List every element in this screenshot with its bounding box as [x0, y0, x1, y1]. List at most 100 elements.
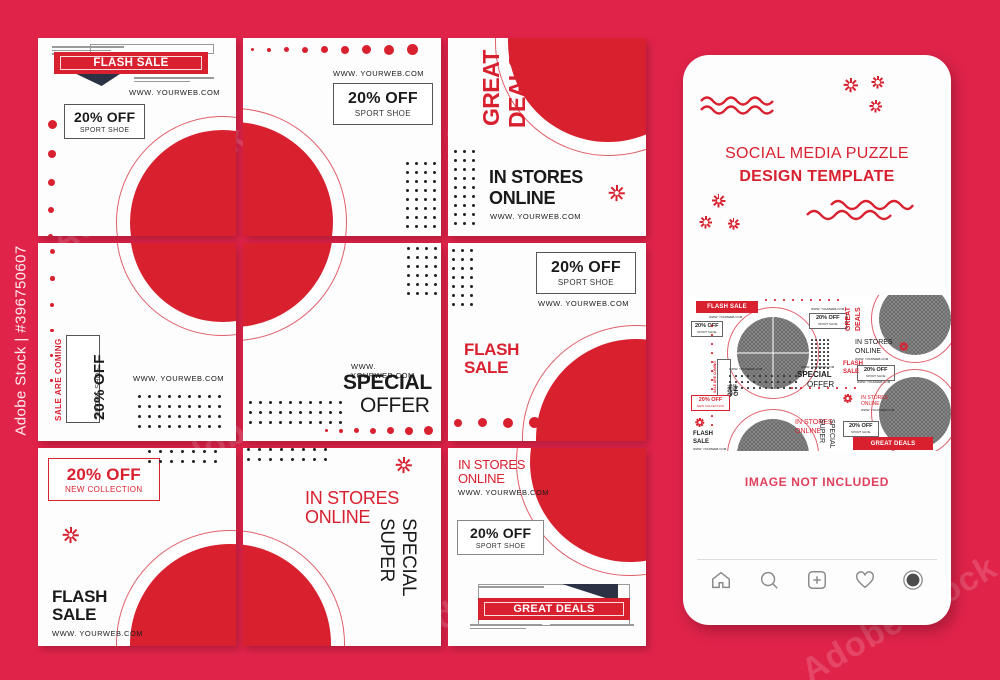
post-tile-in-stores[interactable]: IN STORES ONLINE SPECIAL SUPER	[243, 448, 441, 646]
flash-sale-line2: SALE	[843, 369, 860, 375]
offer-caption: SPORT SHOE	[354, 109, 412, 118]
puzzle-collage-preview[interactable]: FLASH SALE WWW. YOURWEB.COM 20% OFF SPOR…	[683, 295, 951, 451]
post-tile-offer[interactable]: WWW. YOURWEB.COM 20% OFF SPORT SHOE	[243, 38, 441, 236]
flash-sale-ribbon: FLASH SALE	[46, 44, 216, 86]
vertical-title-line2: SUPER	[818, 419, 825, 444]
offer-amount: 20% OFF	[470, 525, 532, 541]
offer-amount: 20% OFF	[695, 323, 719, 329]
red-ring	[516, 448, 646, 576]
dot-grid	[406, 162, 441, 234]
headline-line2: ONLINE	[795, 428, 822, 435]
vertical-title-line1: SPECIAL	[828, 419, 835, 449]
website-text: WWW. YOURWEB.COM	[490, 212, 582, 221]
phone-mockup: SOCIAL MEDIA PUZZLE DESIGN TEMPLATE FLAS…	[683, 55, 951, 625]
offer-box: 20% OFF NEW COLLECTION	[691, 395, 731, 411]
website-text: WWW. YOURWEB.COM	[811, 307, 845, 311]
search-icon[interactable]	[758, 569, 780, 591]
spark-icon	[871, 75, 885, 89]
website-text: WWW. YOURWEB.COM	[801, 365, 835, 369]
flash-sale-ribbon: FLASH SALE	[696, 301, 758, 313]
add-post-icon[interactable]	[806, 569, 828, 591]
offer-amount: 20% OFF	[849, 423, 873, 429]
offer-box: 20% OFF SPORT SHOE	[66, 335, 108, 423]
dot-grid	[407, 247, 441, 301]
headline-line1: SPECIAL	[343, 371, 432, 394]
offer-caption: SPORT SHOE	[95, 367, 102, 417]
offer-caption: SPORT SHOE	[850, 429, 871, 434]
website-text: WWW. YOURWEB.COM	[52, 629, 144, 638]
flash-sale-line1: FLASH	[843, 361, 863, 367]
offer-box: 20% OFF SPORT SHOE	[857, 365, 895, 381]
offer-box: 20% OFF NEW COLLECTION	[48, 458, 160, 501]
dot-row	[765, 299, 846, 303]
title-line2: DESIGN TEMPLATE	[739, 168, 895, 185]
spark-icon	[62, 526, 80, 544]
website-text: WWW. YOURWEB.COM	[693, 447, 727, 451]
offer-caption: SPORT SHOE	[817, 321, 838, 326]
website-text: WWW. YOURWEB.COM	[855, 357, 889, 361]
dot-row	[454, 417, 540, 428]
dot-grid	[729, 375, 801, 393]
headline-line2: ONLINE	[458, 471, 505, 486]
headline-line1: IN STORES	[855, 339, 893, 346]
watermark-left: Adobe Stock | #396750607	[8, 0, 34, 680]
vertical-title-line1: GREAT	[478, 50, 504, 126]
title-line1: SOCIAL MEDIA PUZZLE	[725, 145, 909, 162]
offer-box: 20% OFF SPORT SHOE	[691, 321, 723, 337]
offer-caption: SPORT SHOE	[475, 543, 526, 550]
website-text: WWW. YOURWEB.COM	[861, 408, 895, 412]
red-ring	[243, 530, 345, 646]
spark-icon	[869, 99, 883, 113]
ribbon-label: GREAT DEALS	[513, 603, 595, 615]
spark-icon	[843, 77, 859, 93]
offer-amount: 20% OFF	[698, 397, 723, 403]
website-text: WWW. YOURWEB.COM	[351, 362, 415, 380]
dot-grid	[452, 249, 479, 312]
offer-amount: 20% OFF	[74, 109, 136, 125]
headline-line2: SALE	[464, 358, 509, 377]
post-tile-flash-sale[interactable]: FLASH SALE WWW. YOURWEB.COM 20% OFF SPOR…	[38, 38, 236, 236]
spark-icon	[727, 217, 740, 230]
flash-sale-line1: FLASH	[693, 431, 713, 437]
profile-icon[interactable]	[902, 569, 924, 591]
spark-icon	[695, 417, 705, 427]
spark-icon	[395, 456, 413, 474]
post-tile-great-deals-ribbon[interactable]: IN STORES ONLINE WWW. YOURWEB.COM 20% OF…	[448, 448, 646, 646]
offer-box: 20% OFF SPORT SHOE	[64, 104, 146, 139]
headline-line2: OFFER	[360, 394, 430, 417]
heart-icon[interactable]	[854, 569, 876, 591]
red-ring	[243, 108, 347, 236]
post-tile-new-collection[interactable]: 20% OFF NEW COLLECTION FLASH SALE WWW. Y…	[38, 448, 236, 646]
spark-icon	[608, 184, 626, 202]
great-deals-ribbon: GREAT DEALS	[464, 580, 644, 632]
website-text: WWW. YOURWEB.COM	[333, 69, 425, 78]
website-text: WWW. YOURWEB.COM	[458, 488, 550, 497]
headline-line1: IN STORES	[489, 167, 583, 187]
post-tile-flash-sale-red[interactable]: 20% OFF SPORT SHOE WWW. YOURWEB.COM FLAS…	[448, 243, 646, 441]
headline-line1: IN STORES	[305, 488, 399, 508]
offer-box: 20% OFF SPORT SHOE	[536, 252, 636, 294]
home-icon[interactable]	[710, 569, 732, 591]
red-ring	[522, 325, 646, 441]
offer-caption: NEW COLLECTION	[65, 485, 143, 494]
vertical-title-line2: DEALS	[855, 307, 862, 331]
dot-row	[325, 426, 433, 435]
dot-row	[251, 44, 418, 55]
dot-grid	[249, 401, 349, 431]
offer-box: 20% OFF SPORT SHOE	[843, 421, 879, 437]
post-tile-special-offer[interactable]: WWW. YOURWEB.COM SPECIAL OFFER	[243, 243, 441, 441]
offer-amount: 20% OFF	[816, 315, 840, 321]
website-text: WWW. YOURWEB.COM	[857, 380, 891, 384]
spark-icon	[711, 193, 726, 208]
headline-line2: SALE	[52, 605, 97, 624]
wave-decor-icon	[700, 96, 774, 115]
post-tile-sale-coming[interactable]: SALE ARE COMING 20% OFF SPORT SHOE WWW. …	[38, 243, 236, 441]
red-ring	[116, 243, 236, 336]
vertical-title-line1: SPECIAL	[398, 518, 419, 597]
dot-grid	[138, 395, 228, 435]
offer-amount: 20% OFF	[348, 90, 418, 107]
post-tile-great-deals[interactable]: GREAT DEALS IN STORES ONLINE WWW. YOURWE…	[448, 38, 646, 236]
flash-sale-line2: SALE	[693, 439, 710, 445]
wave-decor-icon	[806, 199, 915, 221]
